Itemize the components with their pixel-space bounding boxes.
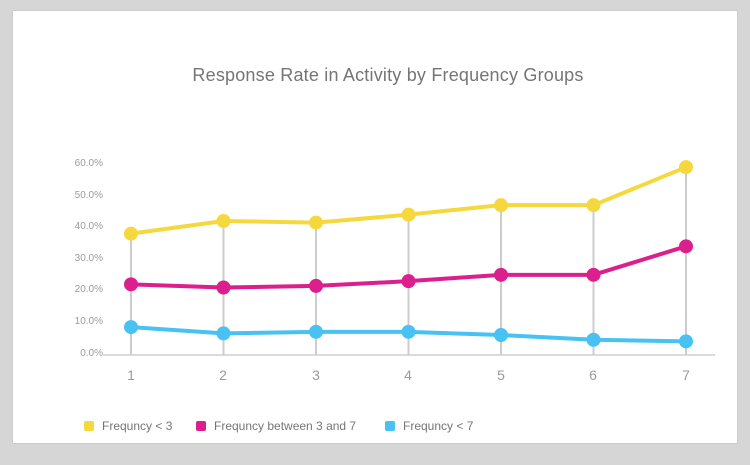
legend-label: Frequncy < 7: [403, 419, 474, 433]
legend-label: Frequncy < 3: [102, 419, 173, 433]
legend-swatch-magenta: [196, 421, 206, 431]
series-point: [494, 198, 508, 213]
series-point: [586, 198, 601, 213]
series-point: [216, 326, 231, 341]
series-point: [309, 215, 323, 230]
series-point: [586, 332, 601, 347]
x-tick-label: 2: [219, 367, 227, 383]
series-point: [679, 239, 693, 254]
legend-item-frequency-lt-3[interactable]: Frequncy < 3: [84, 419, 172, 433]
series-point: [679, 334, 693, 349]
series-point: [124, 277, 138, 292]
legend-swatch-blue: [385, 421, 395, 431]
series-point: [216, 214, 231, 228]
series-point: [679, 160, 693, 175]
series-point: [401, 207, 416, 222]
series-point: [216, 280, 231, 295]
x-tick-label: 4: [404, 367, 412, 383]
series-point: [124, 320, 138, 335]
legend-swatch-yellow: [84, 421, 94, 431]
series-point: [309, 324, 323, 339]
y-tick-label: 0.0%: [80, 348, 103, 359]
line-chart-plot-area: [103, 160, 715, 356]
chart-title: Response Rate in Activity by Frequency G…: [192, 65, 584, 85]
x-tick-label: 3: [312, 367, 320, 383]
series-point: [586, 267, 601, 282]
chart-card: Response Rate in Activity by Frequency G…: [12, 10, 738, 444]
x-tick-label: 6: [589, 367, 597, 383]
x-tick-label: 7: [682, 367, 690, 383]
series-point: [401, 324, 416, 339]
y-tick-label: 20.0%: [74, 284, 103, 295]
y-tick-label: 10.0%: [74, 316, 103, 327]
series-point: [494, 328, 508, 342]
y-tick-label: 50.0%: [74, 190, 103, 201]
series-point: [401, 274, 416, 289]
legend-item-frequency-between-3-and-7[interactable]: Frequncy between 3 and 7: [196, 419, 356, 433]
x-tick-label: 1: [127, 367, 135, 383]
series-point: [124, 226, 138, 241]
y-tick-label: 60.0%: [74, 158, 103, 169]
series-point: [309, 278, 323, 293]
y-tick-label: 30.0%: [74, 253, 103, 264]
legend-item-frequency-lt-7[interactable]: Frequncy < 7: [385, 419, 473, 433]
x-tick-label: 5: [497, 367, 505, 383]
legend-label: Frequncy between 3 and 7: [214, 419, 357, 433]
series-point: [494, 267, 508, 282]
y-tick-label: 40.0%: [74, 221, 103, 232]
